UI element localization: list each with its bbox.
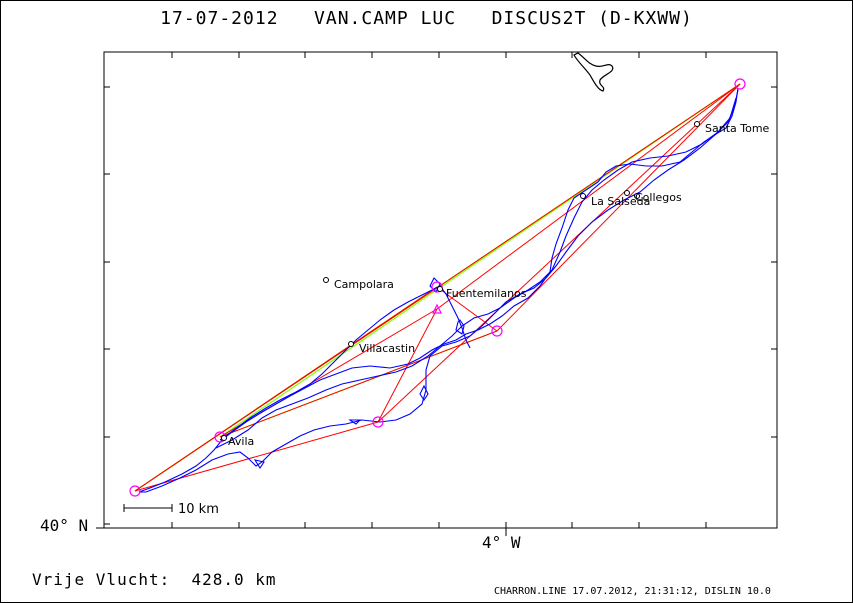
lake-outline [573, 52, 614, 92]
gps-track [138, 87, 739, 493]
turnpoint-mid [491, 325, 503, 337]
marker-collegos [624, 190, 630, 196]
turnpoint-start [129, 485, 141, 497]
place-label-avila: Avila [228, 435, 254, 448]
place-label-villacastin: Villacastin [359, 342, 415, 355]
turnpoint-triangle [432, 303, 442, 314]
marker-santa-tome [694, 121, 700, 127]
footer-info: CHARRON.LINE 17.07.2012, 21:31:12, DISLI… [494, 586, 771, 597]
place-label-la-salseda: La Salseda [591, 195, 650, 208]
plot-frame [103, 51, 778, 529]
turnpoint-finish [734, 78, 746, 90]
place-label-santa-tome: Santa Tome [705, 122, 770, 135]
place-labels: Santa Tome La Salseda Collegos Campolara… [228, 122, 770, 448]
place-label-campolara: Campolara [334, 278, 394, 291]
tick-marks [96, 52, 777, 536]
marker-fuentemilanos [437, 286, 443, 292]
latitude-label: 40° N [40, 516, 89, 535]
marker-collegos-2 [634, 193, 640, 199]
free-flight-distance: Vrije Vlucht: 428.0 km [32, 570, 277, 589]
marker-avila [221, 435, 227, 441]
flight-title: 17-07-2012 VAN.CAMP LUC DISCUS2T (D-KXWW… [160, 8, 693, 29]
place-label-fuentemilanos: Fuentemilanos [446, 287, 527, 300]
marker-campolara [323, 277, 329, 283]
place-label-collegos: Collegos [635, 191, 682, 204]
place-markers [221, 121, 700, 441]
turnpoint-south [372, 416, 384, 428]
marker-villacastin [348, 341, 354, 347]
scale-label: 10 km [178, 502, 219, 517]
longitude-label: 4° W [482, 533, 521, 552]
marker-la-salseda [580, 193, 586, 199]
scale-bar: 10 km [123, 502, 219, 517]
